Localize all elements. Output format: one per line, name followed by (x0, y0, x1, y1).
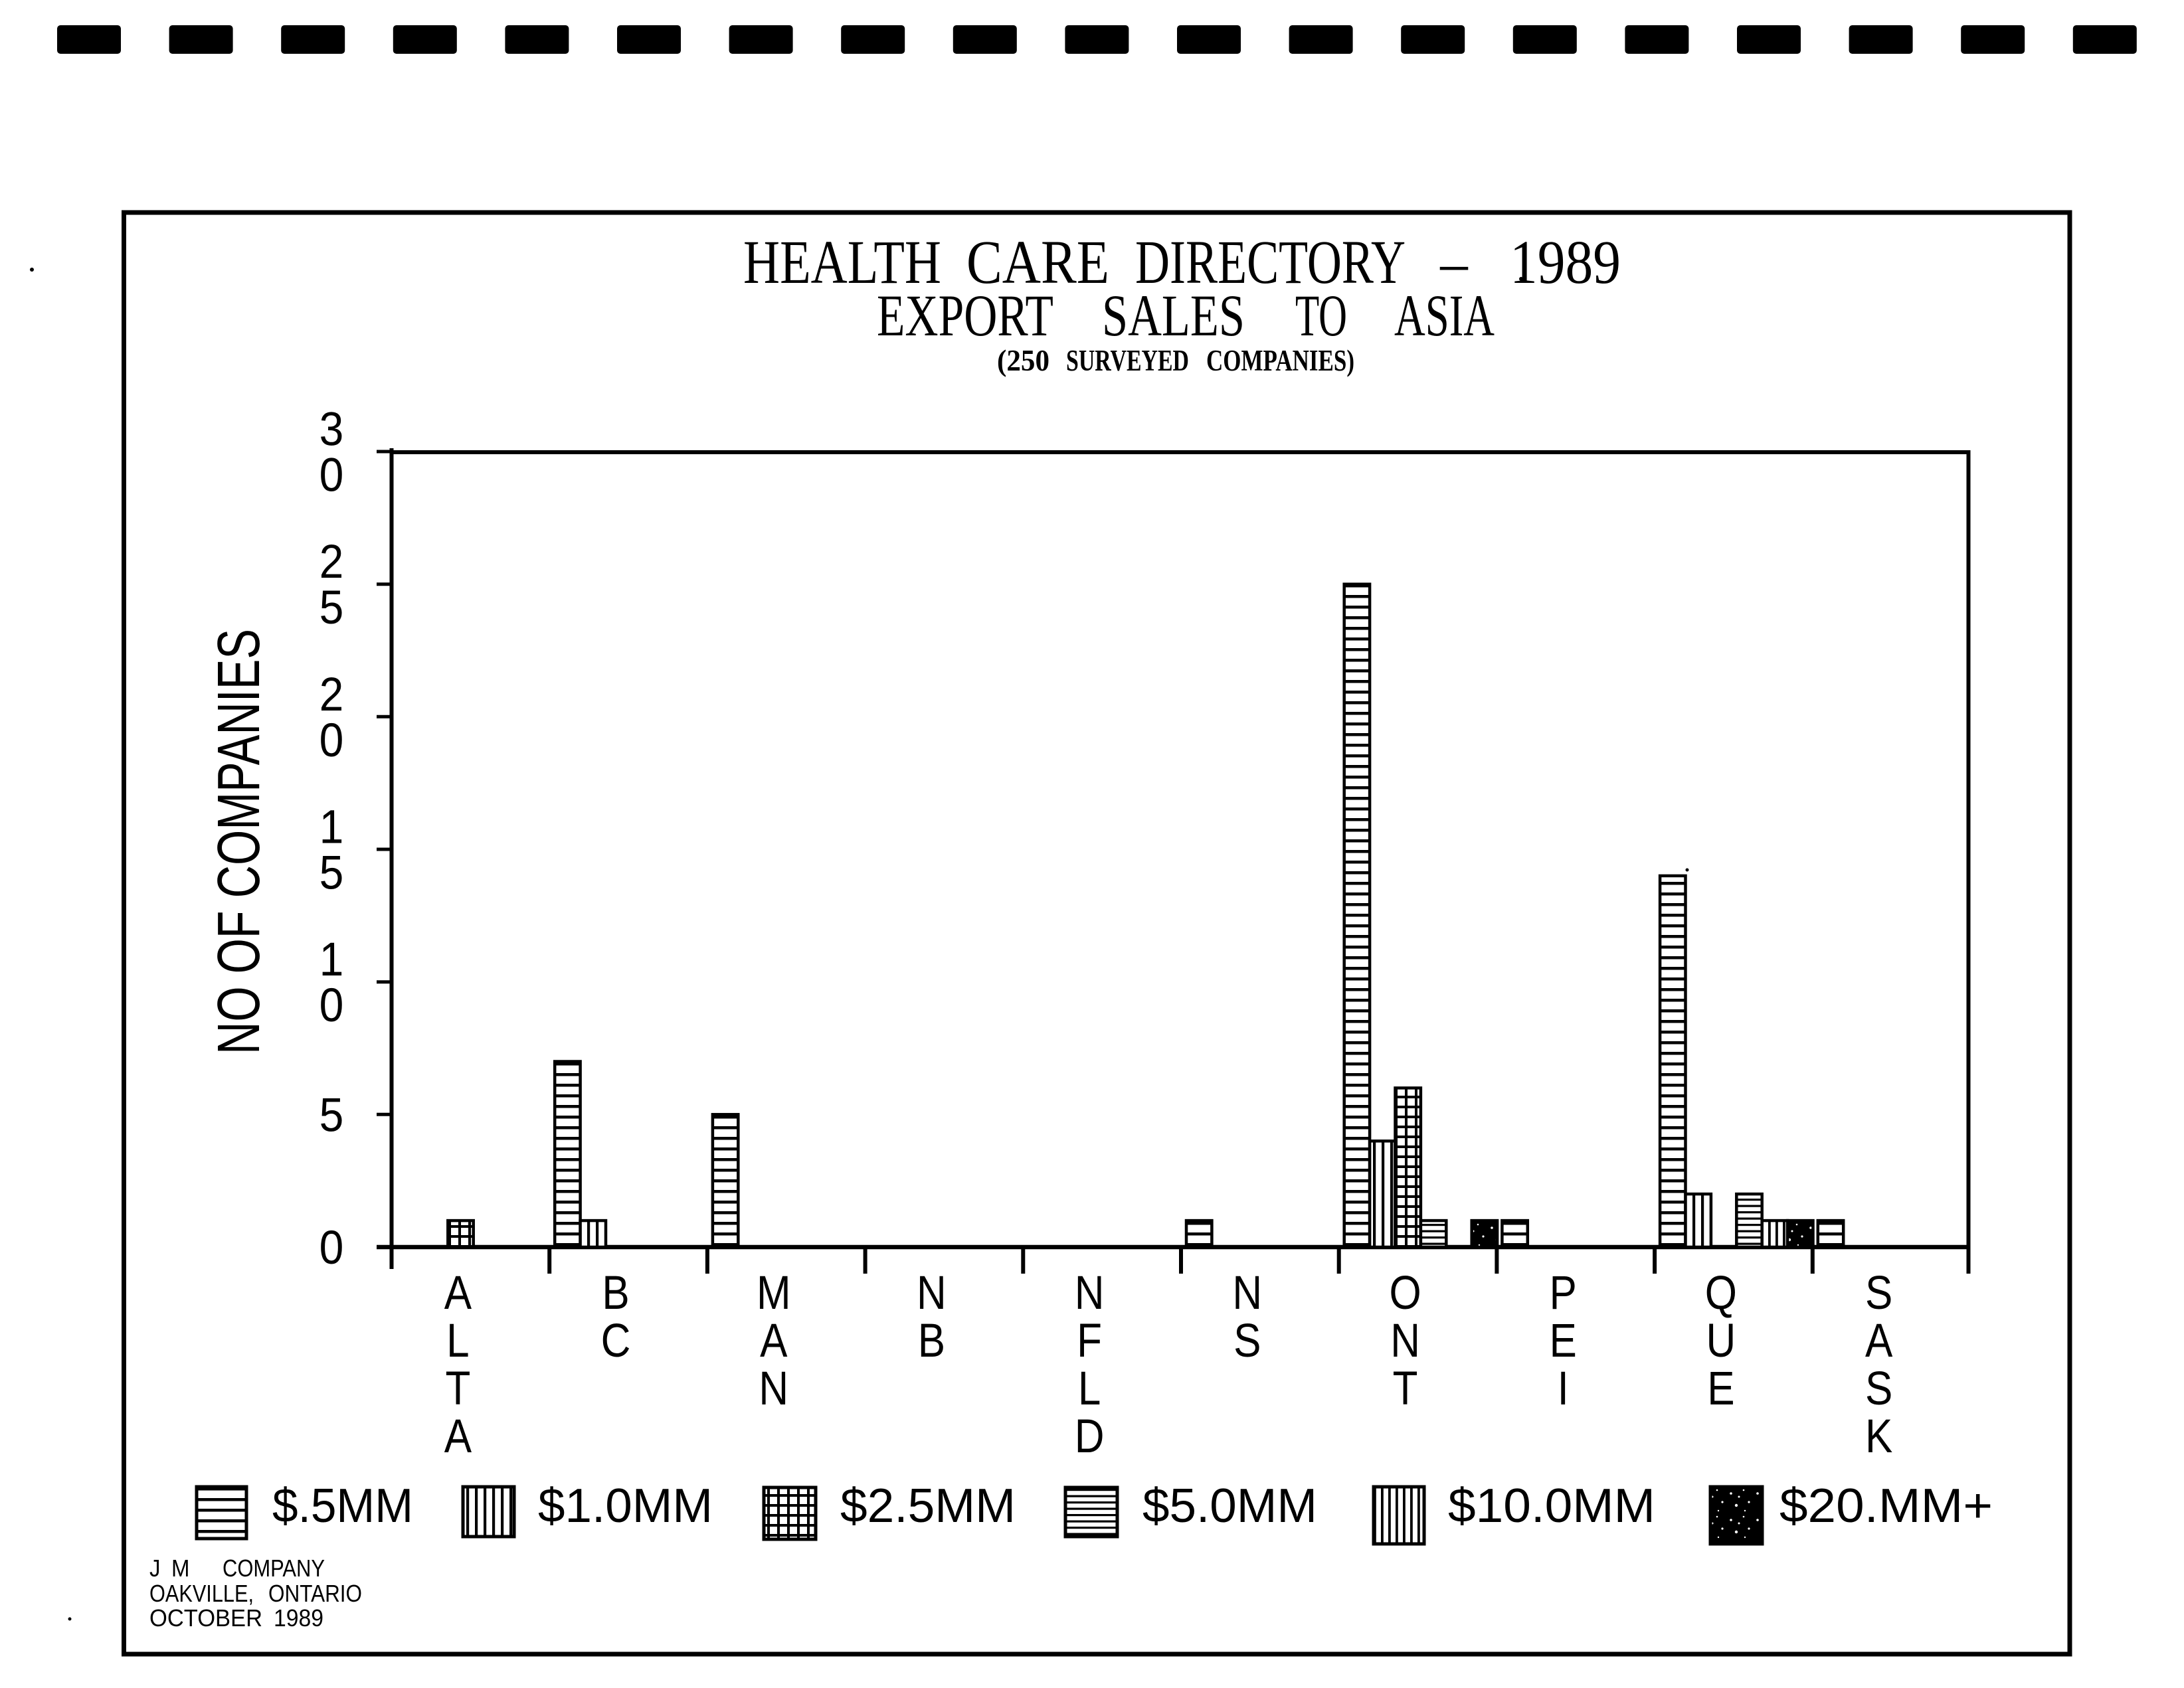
svg-text:NO OF COMPANIES: NO OF COMPANIES (205, 629, 272, 1055)
svg-text:U: U (1706, 1315, 1736, 1367)
svg-text:A: A (760, 1315, 788, 1367)
svg-text:O: O (1389, 1267, 1421, 1319)
svg-text:A: A (1865, 1315, 1893, 1367)
svg-text:DIRECTORY: DIRECTORY (1135, 229, 1406, 297)
svg-text:COMPANY: COMPANY (223, 1556, 325, 1582)
svg-text:CARE: CARE (966, 229, 1109, 297)
svg-text:SURVEYED: SURVEYED (1066, 343, 1189, 377)
svg-text:$10.0MM: $10.0MM (1448, 1479, 1655, 1533)
svg-text:ONTARIO: ONTARIO (268, 1581, 362, 1608)
svg-text:5: 5 (319, 846, 344, 899)
svg-text:N: N (1232, 1267, 1262, 1319)
svg-text:N: N (917, 1267, 947, 1319)
svg-text:D: D (1075, 1410, 1105, 1463)
svg-text:J: J (149, 1556, 160, 1582)
svg-text:0: 0 (319, 448, 344, 501)
svg-text:S: S (1865, 1363, 1892, 1415)
svg-text:N: N (1075, 1267, 1105, 1319)
svg-text:1: 1 (319, 800, 344, 853)
svg-text:0: 0 (319, 979, 344, 1032)
svg-text:TO: TO (1295, 283, 1347, 349)
svg-text:1989: 1989 (274, 1606, 323, 1632)
svg-text:T: T (1393, 1363, 1418, 1415)
svg-text:I: I (1558, 1363, 1569, 1415)
svg-text:5: 5 (319, 1088, 344, 1141)
svg-text:2: 2 (319, 667, 344, 720)
svg-text:ASIA: ASIA (1394, 283, 1495, 349)
svg-text:$5.0MM: $5.0MM (1142, 1479, 1317, 1533)
svg-text:SALES: SALES (1102, 283, 1245, 349)
svg-text:$2.5MM: $2.5MM (840, 1479, 1016, 1533)
svg-text:EXPORT: EXPORT (877, 283, 1053, 349)
svg-text:M: M (171, 1556, 189, 1582)
svg-text:$20.MM+: $20.MM+ (1779, 1479, 1993, 1533)
svg-text:L: L (1078, 1363, 1101, 1415)
svg-text:OAKVILLE,: OAKVILLE, (149, 1581, 254, 1608)
svg-text:5: 5 (319, 581, 344, 634)
svg-text:E: E (1707, 1363, 1734, 1415)
svg-text:N: N (1390, 1315, 1420, 1367)
svg-text:—: — (1440, 229, 1469, 297)
svg-text:F: F (1077, 1315, 1102, 1367)
svg-text:1989: 1989 (1510, 229, 1621, 297)
svg-text:T: T (445, 1363, 470, 1415)
svg-text:S: S (1233, 1315, 1261, 1367)
svg-text:$.5MM: $.5MM (272, 1479, 413, 1533)
svg-text:0: 0 (319, 1221, 344, 1274)
svg-text:HEALTH: HEALTH (743, 229, 941, 297)
svg-text:N: N (759, 1363, 788, 1415)
svg-text:OCTOBER: OCTOBER (149, 1606, 262, 1632)
svg-text:0: 0 (319, 713, 344, 766)
svg-text:$1.0MM: $1.0MM (538, 1479, 713, 1533)
svg-text:3: 3 (319, 402, 344, 456)
svg-text:A: A (444, 1410, 472, 1463)
svg-text:P: P (1550, 1267, 1577, 1319)
svg-text:Q: Q (1705, 1267, 1737, 1319)
svg-text:2: 2 (319, 535, 344, 588)
svg-text:COMPANIES): COMPANIES) (1206, 344, 1354, 377)
svg-text:K: K (1865, 1410, 1892, 1463)
svg-text:1: 1 (319, 933, 344, 986)
svg-text:B: B (918, 1315, 945, 1367)
svg-text:C: C (601, 1315, 631, 1367)
svg-text:S: S (1865, 1267, 1892, 1319)
svg-text:A: A (444, 1267, 472, 1319)
svg-text:M: M (757, 1267, 791, 1319)
svg-text:(250: (250 (997, 344, 1049, 377)
svg-text:E: E (1550, 1315, 1577, 1367)
svg-text:L: L (446, 1315, 469, 1367)
svg-text:B: B (602, 1267, 629, 1319)
